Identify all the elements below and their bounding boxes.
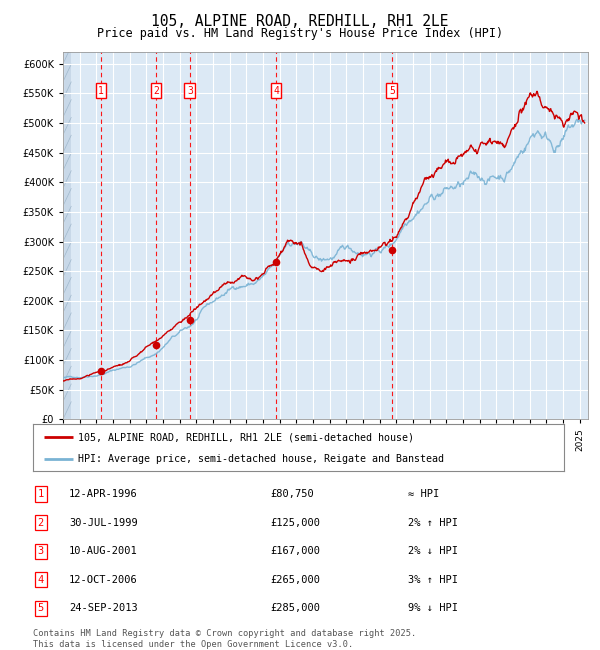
Text: 2: 2 xyxy=(38,517,44,528)
Text: 24-SEP-2013: 24-SEP-2013 xyxy=(69,603,138,614)
Text: 3% ↑ HPI: 3% ↑ HPI xyxy=(408,575,458,585)
Text: 30-JUL-1999: 30-JUL-1999 xyxy=(69,517,138,528)
Text: 10-AUG-2001: 10-AUG-2001 xyxy=(69,546,138,556)
Text: 2: 2 xyxy=(153,86,159,96)
Text: 2% ↑ HPI: 2% ↑ HPI xyxy=(408,517,458,528)
Text: £80,750: £80,750 xyxy=(270,489,314,499)
Text: £265,000: £265,000 xyxy=(270,575,320,585)
Text: 5: 5 xyxy=(38,603,44,614)
Text: 2% ↓ HPI: 2% ↓ HPI xyxy=(408,546,458,556)
Text: 12-APR-1996: 12-APR-1996 xyxy=(69,489,138,499)
Text: 3: 3 xyxy=(38,546,44,556)
Text: 9% ↓ HPI: 9% ↓ HPI xyxy=(408,603,458,614)
Text: £167,000: £167,000 xyxy=(270,546,320,556)
Text: Contains HM Land Registry data © Crown copyright and database right 2025.
This d: Contains HM Land Registry data © Crown c… xyxy=(33,629,416,649)
Text: ≈ HPI: ≈ HPI xyxy=(408,489,439,499)
Text: 1: 1 xyxy=(38,489,44,499)
Text: £285,000: £285,000 xyxy=(270,603,320,614)
Text: 12-OCT-2006: 12-OCT-2006 xyxy=(69,575,138,585)
Text: 4: 4 xyxy=(273,86,279,96)
Text: Price paid vs. HM Land Registry's House Price Index (HPI): Price paid vs. HM Land Registry's House … xyxy=(97,27,503,40)
Text: 1: 1 xyxy=(98,86,104,96)
Text: 105, ALPINE ROAD, REDHILL, RH1 2LE (semi-detached house): 105, ALPINE ROAD, REDHILL, RH1 2LE (semi… xyxy=(78,432,414,442)
Text: £125,000: £125,000 xyxy=(270,517,320,528)
Text: HPI: Average price, semi-detached house, Reigate and Banstead: HPI: Average price, semi-detached house,… xyxy=(78,454,444,463)
Text: 105, ALPINE ROAD, REDHILL, RH1 2LE: 105, ALPINE ROAD, REDHILL, RH1 2LE xyxy=(151,14,449,29)
Bar xyxy=(63,52,71,419)
Text: 5: 5 xyxy=(389,86,395,96)
Text: 4: 4 xyxy=(38,575,44,585)
Text: 3: 3 xyxy=(187,86,193,96)
